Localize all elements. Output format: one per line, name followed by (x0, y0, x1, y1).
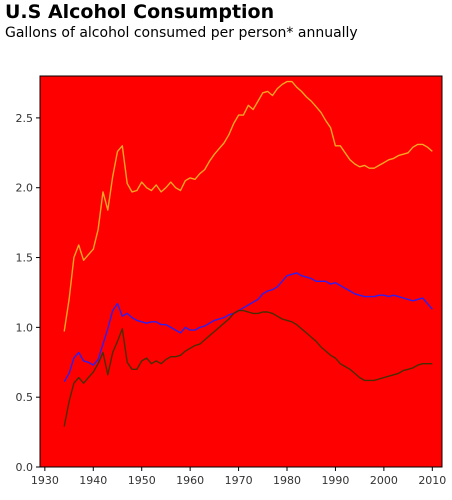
chart-title: U.S Alcohol Consumption (5, 1, 275, 23)
y-tick-label: 0.0 (16, 461, 34, 474)
x-tick-label: 1960 (176, 474, 204, 487)
y-tick-label: 2.0 (16, 182, 34, 195)
x-tick-label: 2000 (370, 474, 398, 487)
plot-frame (39, 75, 443, 468)
series-layer (63, 80, 433, 427)
x-tick-label: 1940 (79, 474, 107, 487)
series-line-1 (63, 80, 433, 332)
x-tick-label: 1990 (321, 474, 349, 487)
series-line-2 (63, 272, 433, 383)
series-line-3 (63, 309, 433, 427)
x-tick-label: 2010 (418, 474, 446, 487)
chart-subtitle: Gallons of alcohol consumed per person* … (5, 25, 358, 41)
axis-layer: 1930 1940 1950 1960 1970 1980 1990 2000 2010 0.0 0… (16, 112, 447, 487)
x-tick-label: 1970 (225, 474, 253, 487)
plot-area (40, 76, 442, 467)
x-tick-label: 1980 (273, 474, 301, 487)
y-tick-label: 2.5 (16, 112, 34, 125)
x-tick-label: 1930 (31, 474, 59, 487)
x-tick-label: 1950 (128, 474, 156, 487)
y-tick-label: 1.0 (16, 321, 34, 334)
y-tick-label: 0.5 (16, 391, 34, 404)
y-tick-label: 1.5 (16, 252, 34, 265)
